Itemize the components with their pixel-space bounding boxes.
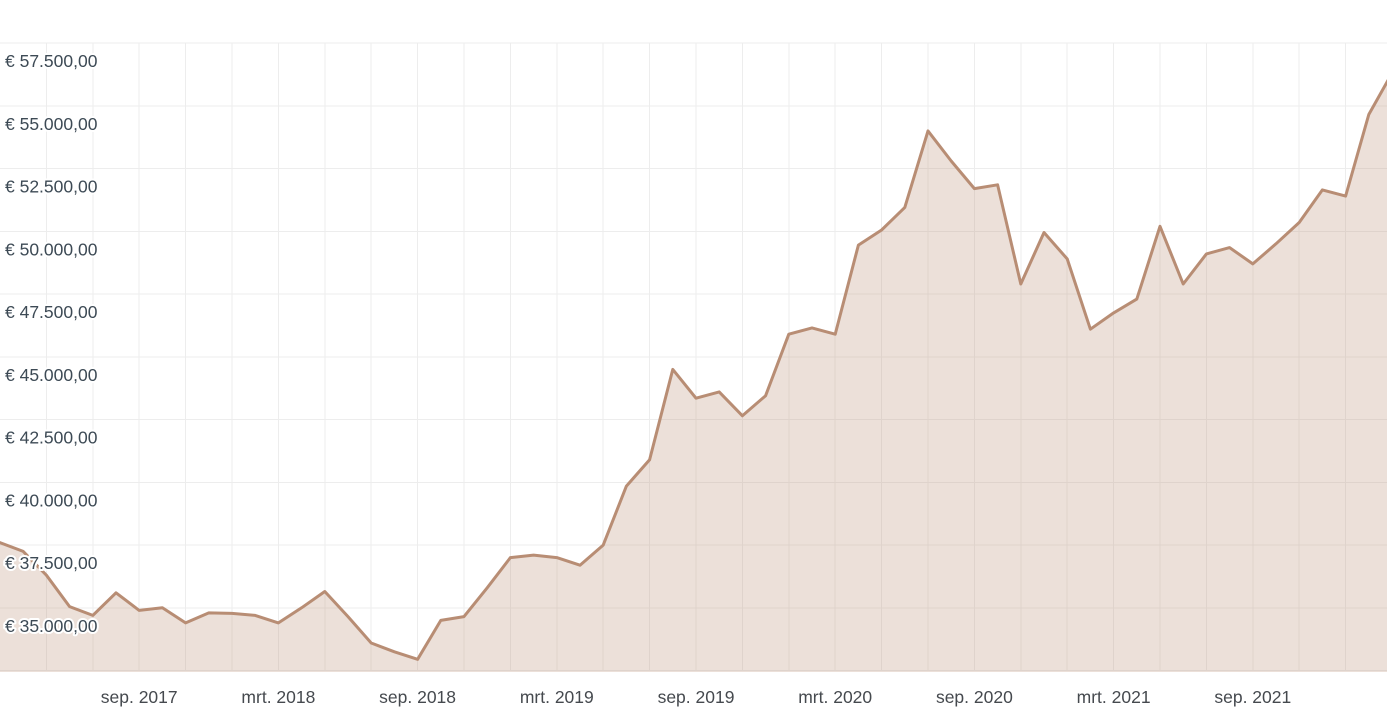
x-axis-tick-label: mrt. 2020 bbox=[798, 687, 872, 707]
area-fill bbox=[0, 82, 1387, 672]
x-axis-tick-label: sep. 2020 bbox=[936, 687, 1013, 707]
y-axis-tick-label: € 57.500,00 bbox=[5, 51, 98, 71]
y-axis-tick-label: € 35.000,00 bbox=[5, 616, 98, 636]
x-axis-tick-label: mrt. 2018 bbox=[241, 687, 315, 707]
y-axis-tick-label: € 37.500,00 bbox=[5, 553, 98, 573]
x-axis-tick-label: mrt. 2021 bbox=[1077, 687, 1151, 707]
x-axis-tick-label: sep. 2021 bbox=[1214, 687, 1291, 707]
price-line bbox=[0, 78, 1387, 661]
gridlines bbox=[0, 42, 1387, 672]
y-axis-tick-label: € 50.000,00 bbox=[5, 239, 98, 259]
y-axis-labels: € 57.500,00 € 55.000,00 € 52.500,00 € 50.00… bbox=[3, 49, 100, 638]
y-axis-tick-label: € 55.000,00 bbox=[5, 114, 98, 134]
y-axis-tick-label: € 42.500,00 bbox=[5, 428, 98, 448]
x-axis-tick-label: sep. 2019 bbox=[658, 687, 735, 707]
x-axis-tick-label: sep. 2017 bbox=[101, 687, 178, 707]
x-axis-labels: sep. 2017 mrt. 2018 sep. 2018 mrt. 2019 sep.… bbox=[99, 686, 1292, 709]
y-axis-tick-label: € 40.000,00 bbox=[5, 490, 98, 510]
y-axis-tick-label: € 47.500,00 bbox=[5, 302, 98, 322]
y-axis-tick-label: € 52.500,00 bbox=[5, 177, 98, 197]
y-axis-tick-label: € 45.000,00 bbox=[5, 365, 98, 385]
x-axis-tick-label: mrt. 2019 bbox=[520, 687, 594, 707]
x-axis-tick-label: sep. 2018 bbox=[379, 687, 456, 707]
